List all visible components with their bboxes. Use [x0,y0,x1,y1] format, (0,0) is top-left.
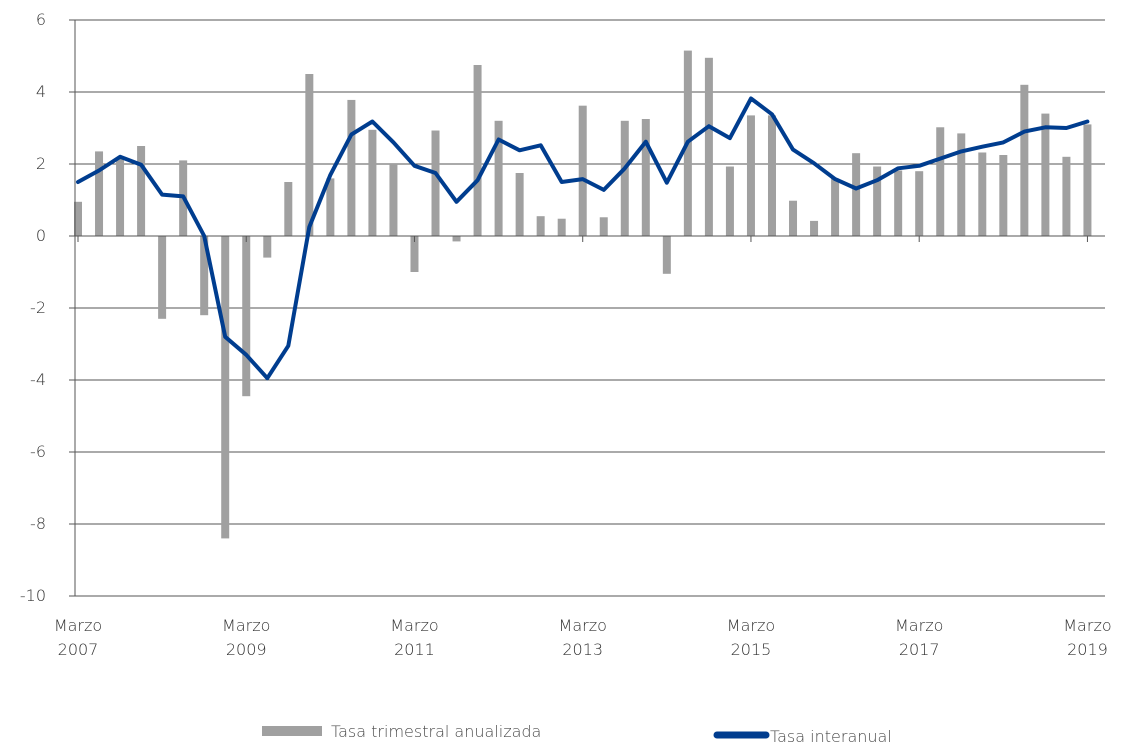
series-line [76,96,1090,381]
bar-15 [389,164,398,236]
line-series [76,96,1090,381]
bar-8 [242,236,251,397]
gridlines [75,19,1105,525]
axes [69,19,1105,597]
x-tick-year-0: 2007 [58,640,99,659]
legend-label-bar: Tasa trimestral anualizada [331,722,541,741]
bar-18 [452,236,461,242]
bar-21 [515,173,524,236]
y-tick-label-8: -10 [20,586,46,605]
y-tick-label-2: 2 [36,154,46,173]
bar-32 [746,115,755,236]
bar-9 [263,236,272,258]
bar-36 [831,178,840,236]
bar-34 [789,200,798,236]
bar-48 [1083,124,1092,236]
bar-33 [767,115,776,236]
bar-14 [368,129,377,236]
y-tick-label-0: 6 [36,10,46,29]
y-tick-label-4: -2 [30,298,46,317]
bar-42 [957,133,966,236]
x-tick-year-2: 2011 [394,640,435,659]
x-tick-month-1: Marzo [222,616,270,635]
y-tick-labels: 6 4 2 0 -2 -4 -6 -8 -10 [20,10,46,605]
bar-40 [915,171,924,236]
bar-0 [74,201,82,236]
x-tick-month-3: Marzo [559,616,607,635]
bar-38 [873,166,882,236]
x-tick-year-1: 2009 [226,640,267,659]
x-tick-month-2: Marzo [390,616,438,635]
bar-20 [494,120,503,236]
y-tick-label-1: 4 [36,82,46,101]
bar-11 [305,74,314,236]
bar-19 [473,65,482,236]
bar-37 [852,153,861,236]
bar-28 [662,236,671,274]
y-tick-label-5: -4 [30,370,46,389]
bar-10 [284,182,293,236]
y-tick-label-3: 0 [36,226,46,245]
bar-12 [326,178,335,236]
legend-swatch-bar [262,726,322,736]
bar-35 [810,220,819,236]
legend-label-line: Tasa interanual [770,727,892,746]
bar-47 [1062,156,1071,236]
bar-26 [620,120,629,236]
bar-series [74,50,1092,539]
bar-7 [221,236,230,539]
x-tick-year-3: 2013 [562,640,603,659]
x-tick-month-6: Marzo [1063,616,1111,635]
bar-41 [936,127,945,236]
bar-45 [1020,84,1029,236]
legend: Tasa trimestral anualizada Tasa interanu… [262,722,892,746]
y-tick-label-6: -6 [30,442,46,461]
bar-4 [158,236,167,319]
x-tick-month-4: Marzo [727,616,775,635]
bar-23 [557,218,566,236]
bar-27 [641,119,650,236]
bar-22 [536,216,545,236]
bar-24 [578,105,587,237]
bar-3 [137,146,146,236]
y-tick-label-7: -8 [30,514,46,533]
x-tick-month-5: Marzo [895,616,943,635]
bar-25 [599,217,608,236]
bar-17 [431,130,440,236]
bar-1 [95,151,104,236]
x-tick-year-5: 2017 [899,640,940,659]
bar-44 [999,155,1008,236]
x-tick-month-0: Marzo [54,616,102,635]
bar-6 [200,236,209,316]
bar-13 [347,99,356,236]
bar-39 [894,170,903,236]
bar-30 [704,57,713,236]
bar-31 [725,166,734,236]
bar-43 [978,152,987,236]
bar-46 [1041,113,1050,236]
x-tick-year-6: 2019 [1067,640,1108,659]
x-tick-labels: Marzo 2007 Marzo 2009 Marzo 2011 Marzo 2013 Marz… [54,616,1112,659]
bar-16 [410,236,419,272]
bar-2 [116,158,125,236]
x-tick-year-4: 2015 [731,640,772,659]
